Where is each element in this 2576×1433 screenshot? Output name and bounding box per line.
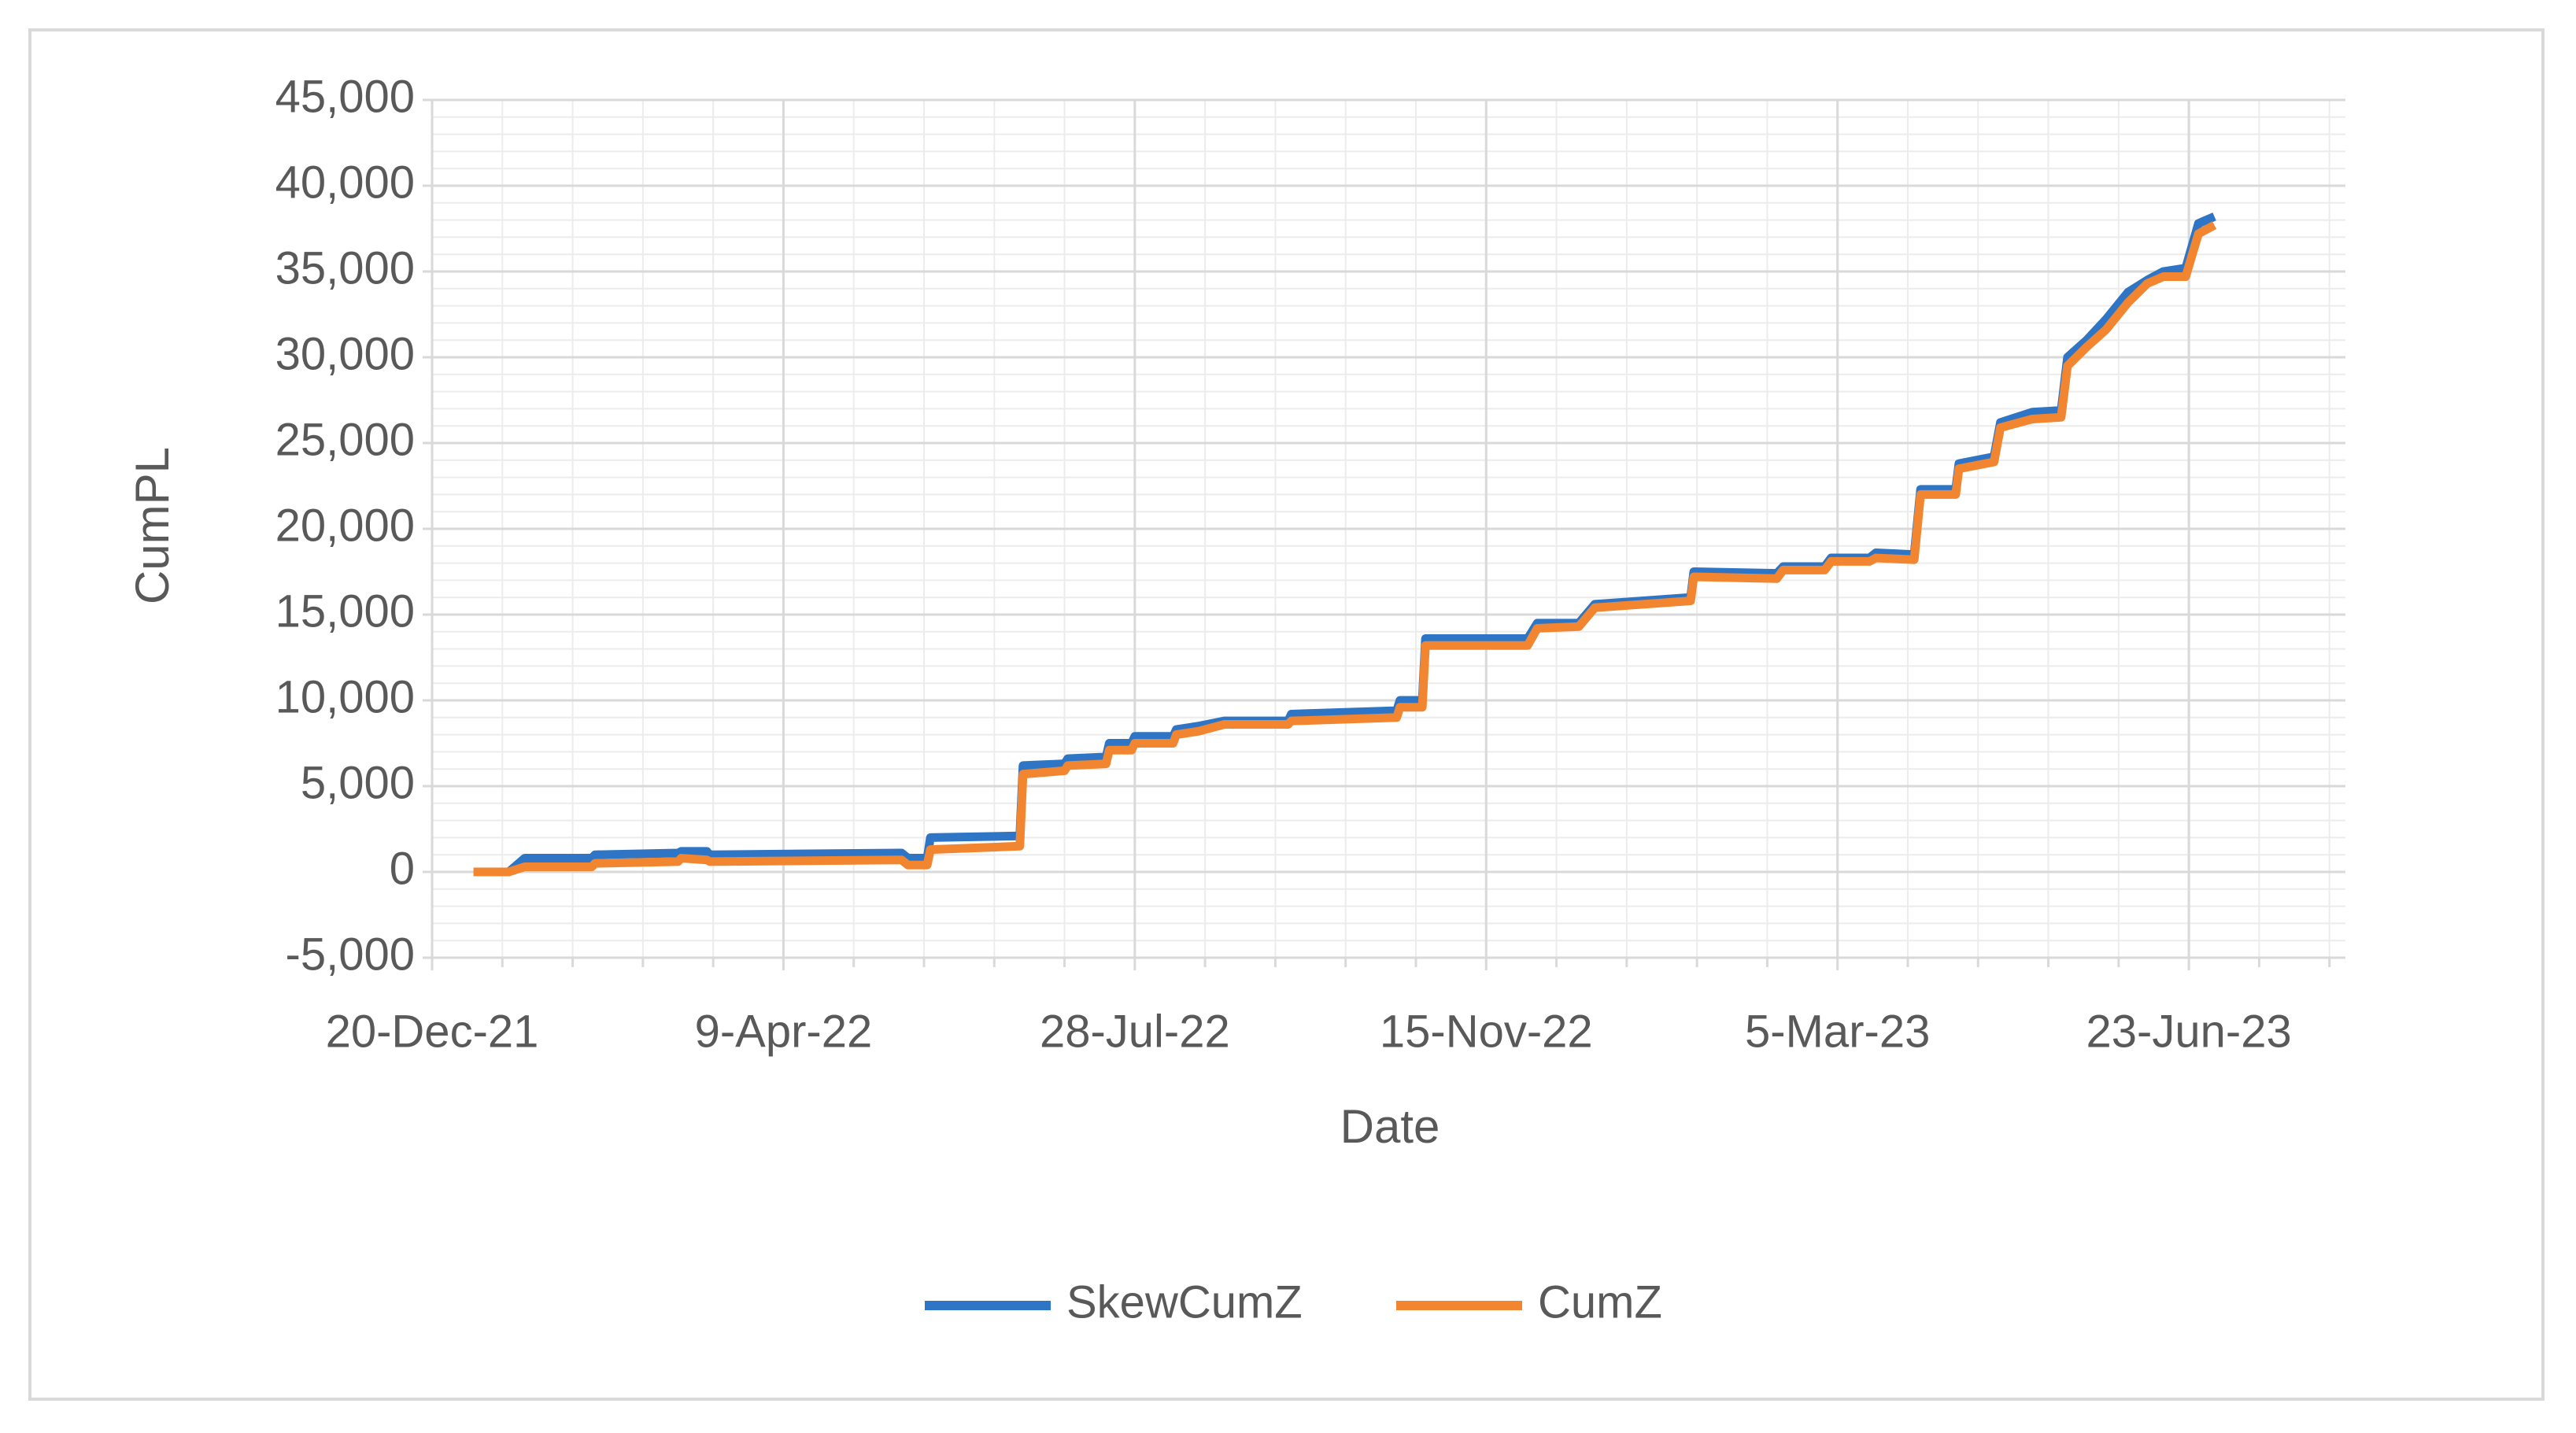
legend-label: CumZ: [1538, 1276, 1662, 1328]
x-tick-label: 20-Dec-21: [326, 1006, 539, 1057]
y-tick-label: -5,000: [286, 929, 415, 980]
y-tick-label: 0: [390, 843, 415, 894]
y-tick-label: 5,000: [301, 757, 415, 808]
y-tick-label: 20,000: [275, 500, 415, 551]
y-tick-label: 15,000: [275, 585, 415, 637]
y-tick-label: 40,000: [275, 157, 415, 208]
x-tick-label: 15-Nov-22: [1380, 1006, 1593, 1057]
x-tick-label: 5-Mar-23: [1745, 1006, 1930, 1057]
y-tick-label: 30,000: [275, 328, 415, 379]
y-axis-label: CumPL: [126, 447, 179, 604]
legend-label: SkewCumZ: [1066, 1276, 1303, 1328]
y-tick-label: 25,000: [275, 414, 415, 465]
x-tick-label: 28-Jul-22: [1040, 1006, 1230, 1057]
x-tick-label: 23-Jun-23: [2086, 1006, 2292, 1057]
y-tick-label: 35,000: [275, 242, 415, 294]
x-axis-label: Date: [1340, 1100, 1440, 1153]
y-tick-label: 45,000: [275, 71, 415, 122]
data-line: [473, 221, 2217, 877]
x-tick-label: 9-Apr-22: [695, 1006, 873, 1057]
y-tick-label: 10,000: [275, 671, 415, 722]
